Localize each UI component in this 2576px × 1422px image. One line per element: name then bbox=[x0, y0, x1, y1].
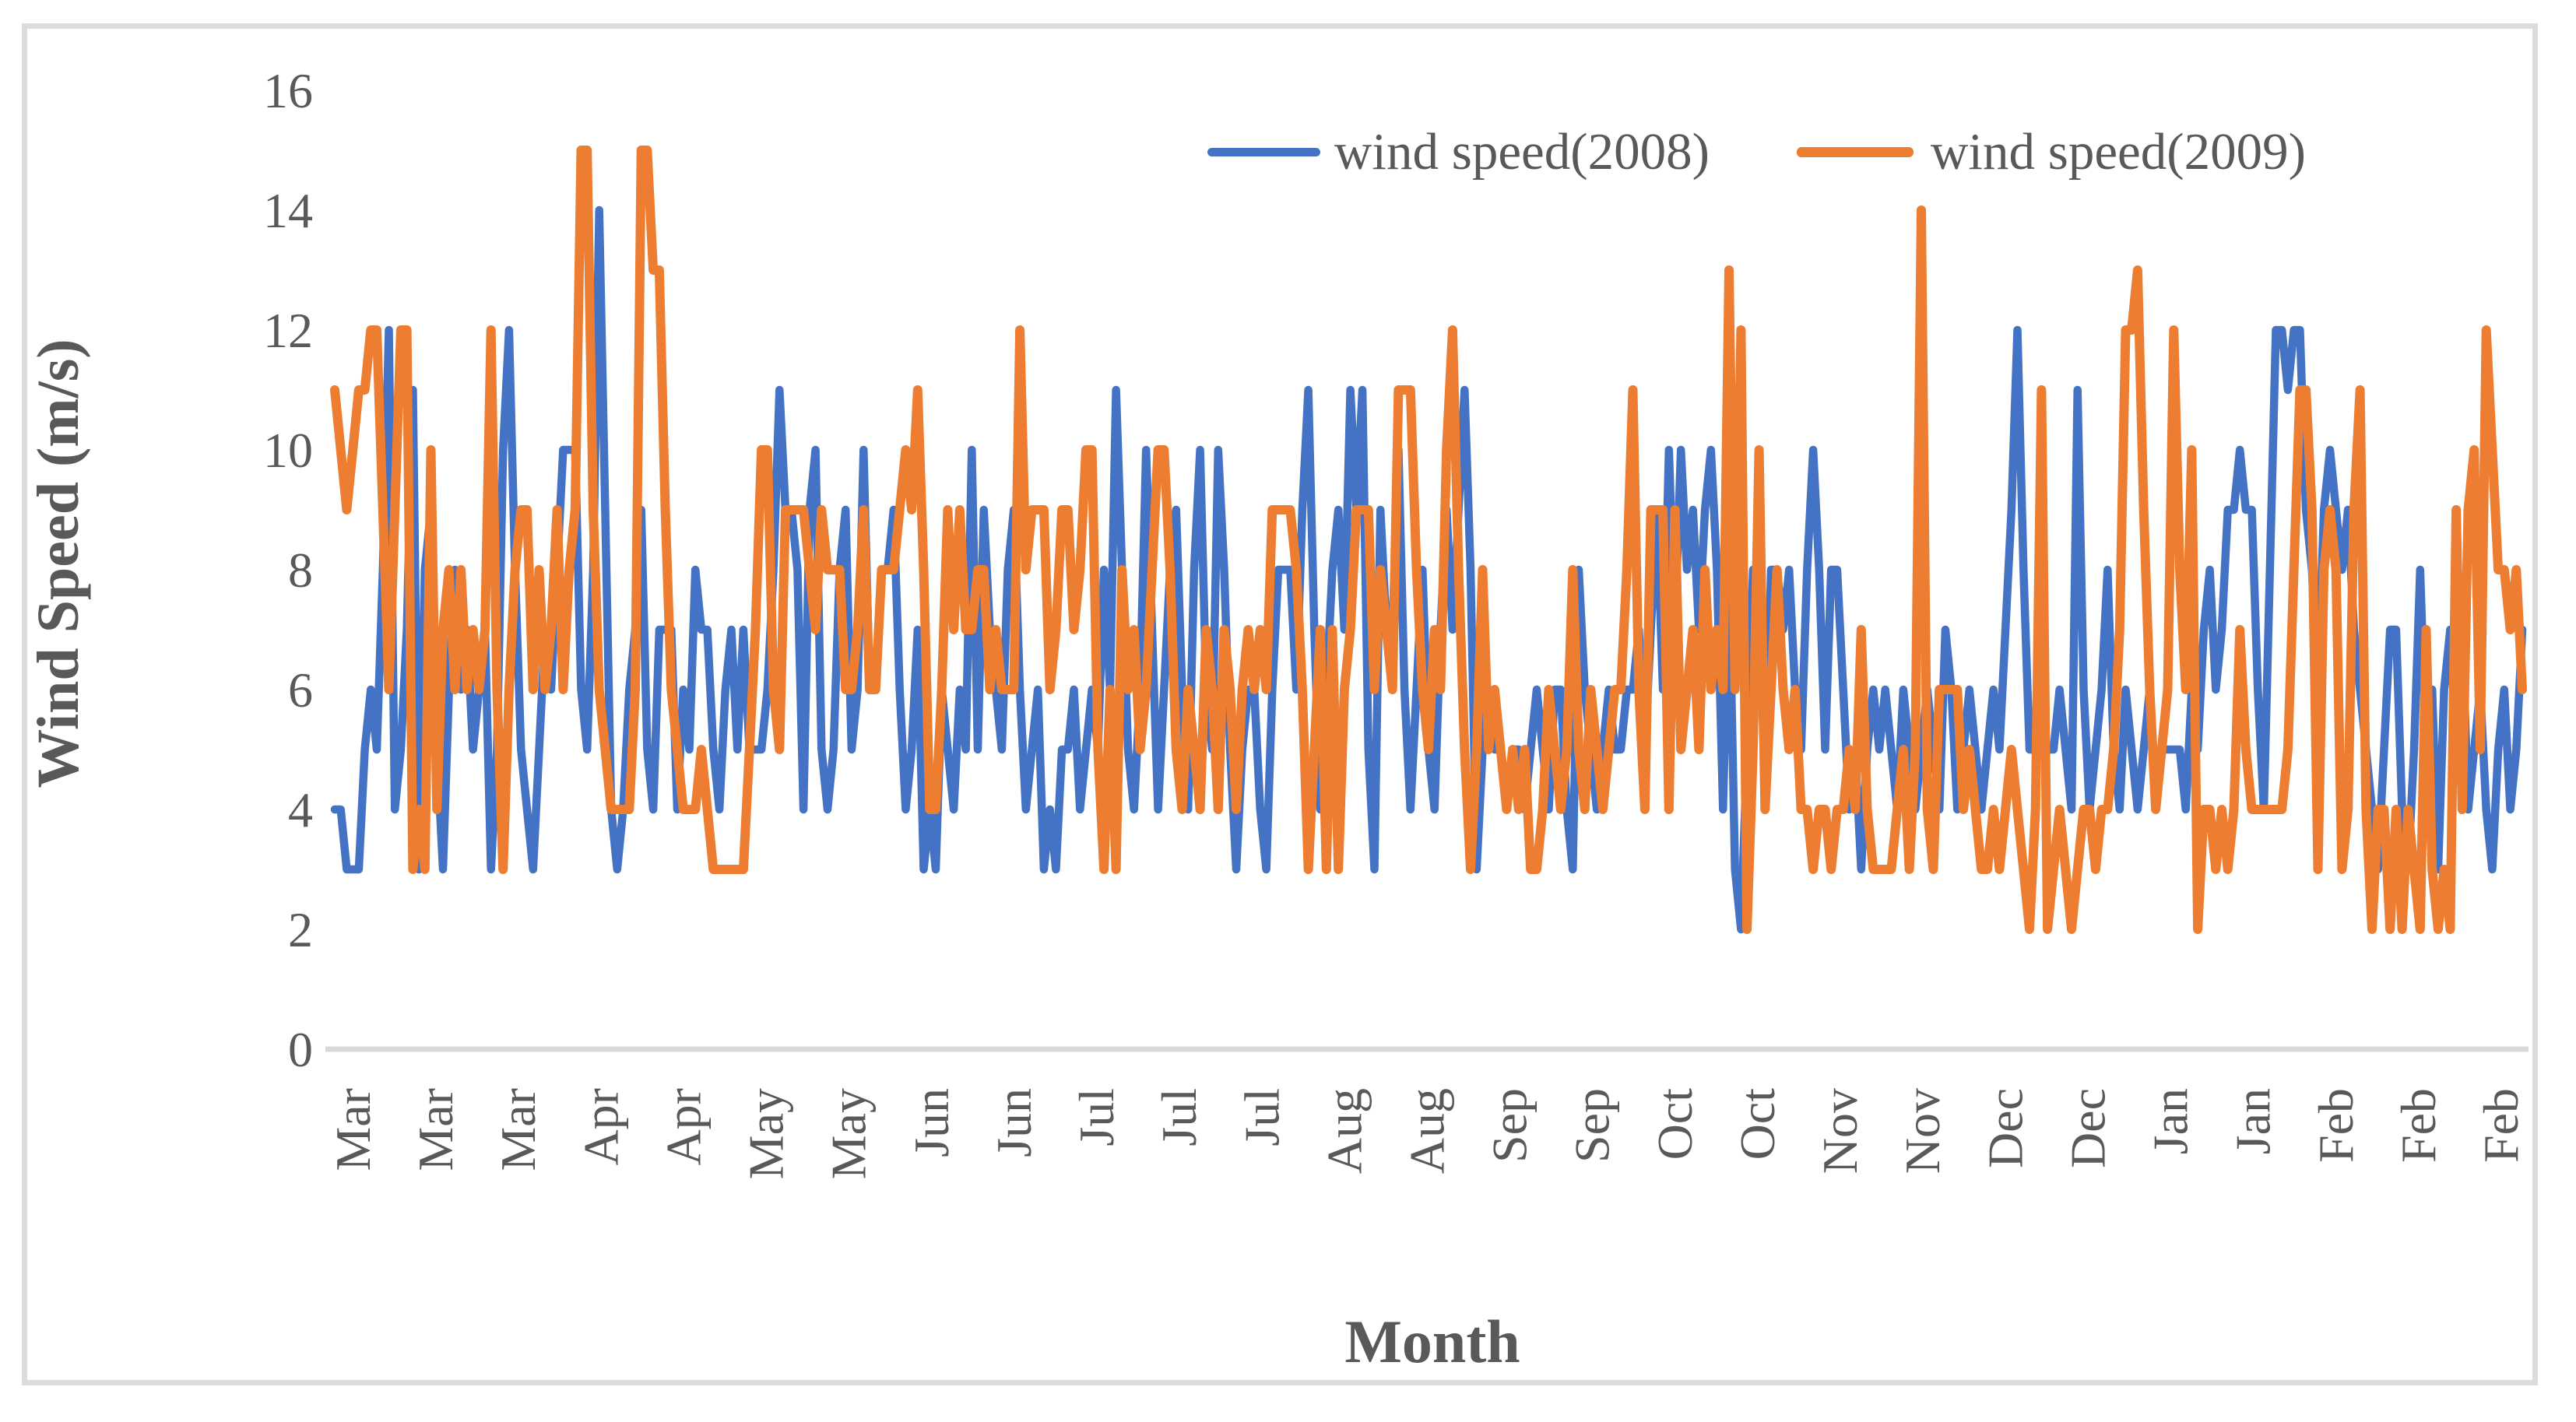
y-tick-label: 6 bbox=[288, 662, 313, 718]
x-tick-label: Dec bbox=[2060, 1088, 2115, 1168]
y-tick-label: 10 bbox=[263, 423, 313, 478]
series-line-2009 bbox=[330, 146, 2527, 934]
x-tick-label: Jul bbox=[1151, 1088, 1207, 1146]
y-tick-label: 14 bbox=[263, 183, 313, 238]
x-tick-label: Dec bbox=[1977, 1088, 2033, 1168]
x-tick-label: Jun bbox=[986, 1088, 1042, 1157]
y-tick-label: 12 bbox=[263, 303, 313, 358]
x-tick-label: Sep bbox=[1482, 1088, 1538, 1163]
legend-line-2008-icon bbox=[1207, 147, 1320, 156]
x-tick-label: Oct bbox=[1647, 1088, 1703, 1160]
x-tick-label: Apr bbox=[573, 1088, 628, 1166]
x-tick-label: Mar bbox=[325, 1088, 381, 1171]
legend-item-2009: wind speed(2009) bbox=[1797, 125, 2306, 179]
x-tick-label: Mar bbox=[490, 1088, 546, 1171]
x-tick-label: Nov bbox=[1812, 1088, 1868, 1174]
x-tick-label: Jun bbox=[904, 1088, 959, 1157]
x-tick-label: Oct bbox=[1730, 1088, 1785, 1160]
y-tick-label: 4 bbox=[288, 782, 313, 837]
y-tick-label: 2 bbox=[288, 902, 313, 957]
x-tick-label: Mar bbox=[408, 1088, 463, 1171]
x-axis-title: Month bbox=[1344, 1308, 1520, 1375]
x-tick-label: Jul bbox=[1234, 1088, 1289, 1146]
x-tick-label: Jan bbox=[2143, 1088, 2198, 1154]
x-tick-label: Nov bbox=[1895, 1088, 1950, 1174]
x-tick-label: Aug bbox=[1400, 1088, 1455, 1174]
legend-line-2009-icon bbox=[1797, 146, 1914, 157]
x-tick-label: Feb bbox=[2391, 1088, 2446, 1163]
legend-label-2008: wind speed(2008) bbox=[1334, 122, 1710, 181]
x-tick-label: Jul bbox=[1069, 1088, 1124, 1146]
legend-label-2009: wind speed(2009) bbox=[1931, 122, 2306, 181]
x-tick-label: May bbox=[821, 1088, 877, 1179]
legend-item-2008: wind speed(2008) bbox=[1207, 125, 1710, 179]
x-tick-label: Feb bbox=[2308, 1088, 2363, 1163]
y-tick-label: 16 bbox=[263, 63, 313, 118]
chart-border-frame bbox=[22, 23, 2538, 1385]
y-axis-title: Wind Speed (m/s) bbox=[26, 339, 91, 788]
y-tick-label: 0 bbox=[288, 1022, 313, 1077]
x-tick-label: Apr bbox=[655, 1088, 711, 1166]
x-tick-label: Feb bbox=[2473, 1088, 2529, 1163]
x-tick-label: Aug bbox=[1316, 1088, 1372, 1174]
y-tick-label: 8 bbox=[288, 542, 313, 598]
x-tick-label: May bbox=[739, 1088, 794, 1179]
x-tick-label: Jan bbox=[2226, 1088, 2281, 1154]
x-tick-label: Sep bbox=[1565, 1088, 1620, 1163]
